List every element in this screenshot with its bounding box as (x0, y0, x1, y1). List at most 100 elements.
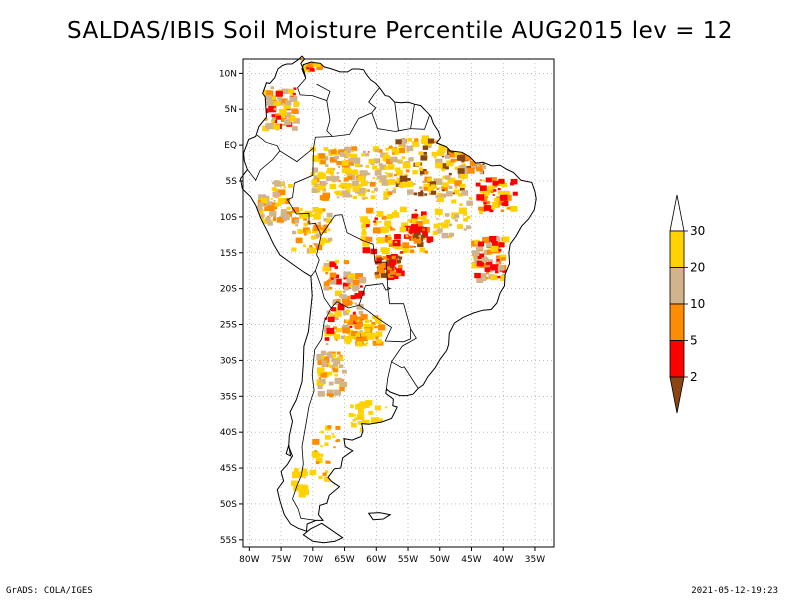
data-cell (325, 460, 330, 464)
y-tick-label: 5N (225, 105, 237, 115)
data-cell (332, 175, 340, 182)
data-cell (425, 177, 428, 180)
colorbar-segment (669, 340, 685, 378)
data-cell (459, 203, 463, 206)
data-cell (359, 170, 367, 177)
data-cell (464, 155, 472, 161)
data-cell (480, 273, 487, 278)
data-cell (479, 171, 484, 175)
data-cell (381, 273, 387, 278)
data-cell (360, 236, 367, 242)
data-cell (407, 137, 413, 142)
data-cell (504, 194, 512, 201)
data-cell (406, 145, 414, 152)
data-cell (316, 184, 324, 191)
data-cell (329, 278, 337, 285)
data-cell (395, 181, 403, 187)
data-cell (339, 354, 343, 358)
data-cell (318, 475, 323, 480)
y-axis: 10N 5N EQ 5S 10S 15S 20S 25S 30S 35S 40S 45S 50S 55S (219, 69, 243, 546)
data-cell (459, 165, 467, 171)
data-cell (353, 289, 357, 292)
data-cell (369, 181, 376, 187)
data-cell (372, 146, 380, 152)
data-cell (399, 143, 402, 146)
data-cell (466, 225, 471, 230)
data-cell (313, 243, 317, 246)
data-cell (348, 413, 354, 417)
data-cell (433, 223, 440, 229)
data-cell (492, 180, 499, 186)
data-cell (401, 156, 406, 160)
data-cell (275, 90, 283, 97)
data-cell (327, 362, 331, 365)
data-cell (281, 98, 288, 104)
data-cell (431, 190, 437, 195)
data-cell (365, 224, 370, 228)
data-cell (346, 309, 351, 313)
x-tick-label: 65W (334, 555, 354, 565)
data-cell (334, 147, 337, 150)
data-cell (345, 169, 352, 174)
data-cell (399, 227, 407, 233)
data-cell (326, 176, 333, 181)
data-cell (311, 188, 318, 194)
data-cell (344, 183, 352, 189)
data-cell (322, 363, 327, 368)
data-cell (271, 114, 276, 118)
data-cell (393, 187, 397, 190)
data-cell (447, 177, 456, 184)
data-cell (407, 178, 411, 181)
y-tick-label: 45S (220, 464, 237, 474)
data-cell (428, 192, 432, 195)
data-cell (320, 372, 328, 378)
data-cell (497, 200, 503, 206)
data-cell (495, 270, 499, 274)
data-cell (361, 336, 369, 342)
data-cell (457, 154, 466, 161)
data-cell (452, 192, 455, 195)
x-tick-label: 50W (430, 555, 450, 565)
data-cell (448, 152, 451, 154)
data-cell (399, 159, 403, 162)
data-cell (389, 226, 393, 229)
y-tick-label: EQ (224, 141, 237, 151)
data-cell (404, 173, 408, 177)
data-cell (281, 123, 284, 126)
y-tick-label: 35S (220, 392, 237, 402)
data-cell (462, 212, 468, 216)
data-cell (476, 194, 485, 201)
data-cell (330, 353, 336, 357)
data-cell (493, 198, 499, 202)
data-cell (372, 162, 375, 165)
data-cell (476, 260, 484, 267)
plot-title: SALDAS/IBIS Soil Moisture Percentile AUG… (66, 18, 734, 44)
data-cell (374, 187, 379, 192)
data-cell (461, 190, 469, 196)
data-cell (467, 167, 475, 174)
data-cell (352, 285, 360, 291)
data-cell (338, 184, 342, 188)
data-cell (362, 229, 366, 233)
data-cell (451, 199, 457, 204)
data-cell (317, 221, 322, 225)
data-cell (457, 168, 465, 174)
data-cell (317, 172, 324, 179)
data-cell (477, 253, 485, 259)
data-cell (405, 169, 410, 173)
data-cell (483, 278, 486, 281)
data-cell (388, 263, 395, 268)
data-cell (400, 138, 407, 144)
data-cell (454, 159, 458, 162)
data-cell (303, 244, 307, 248)
data-cell (281, 88, 289, 94)
data-cell (356, 337, 364, 344)
data-cell (317, 372, 324, 377)
data-cell (384, 166, 389, 170)
data-cell (322, 225, 325, 227)
data-cell (444, 220, 447, 223)
data-cell (406, 150, 410, 153)
data-cell (307, 70, 310, 72)
colorbar-label: 20 (690, 261, 705, 275)
data-cell (376, 257, 382, 262)
